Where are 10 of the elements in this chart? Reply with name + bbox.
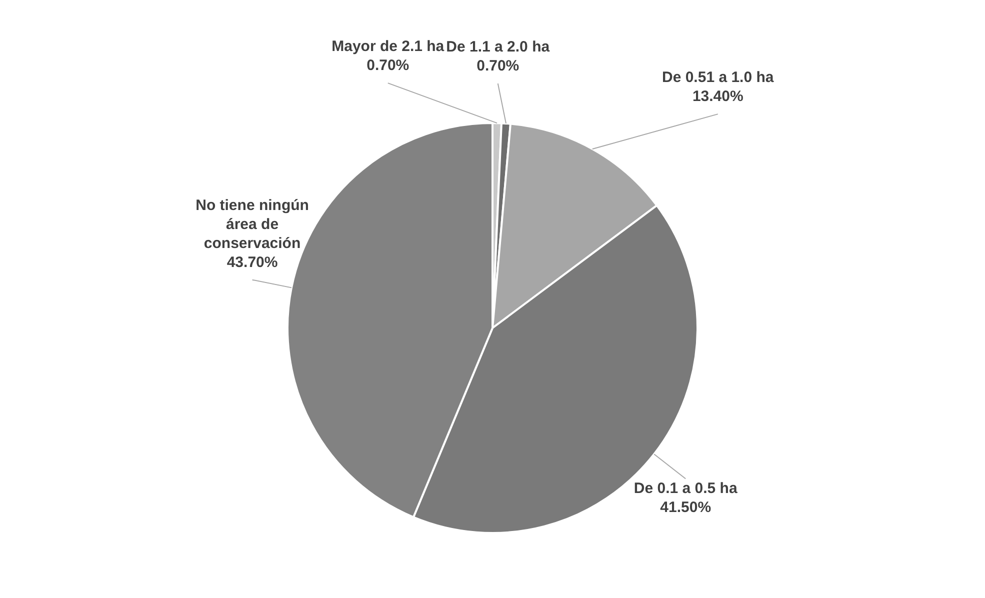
slice-label: De 0.1 a 0.5 ha xyxy=(634,480,738,497)
slice-label: De 0.51 a 1.0 ha xyxy=(662,69,774,86)
slice-label: No tiene ningún área de conservación xyxy=(196,196,309,252)
data-label: 13.40% xyxy=(692,88,744,106)
data-label: 43.70% xyxy=(226,254,278,271)
data-label: 0.70% xyxy=(476,58,520,75)
slice-label: Mayor de 2.1 ha xyxy=(332,38,445,56)
data-label: 0.70% xyxy=(366,57,410,74)
data-label: 41.50% xyxy=(660,498,712,516)
slice-label: De 1.1 a 2.0 ha xyxy=(446,38,550,56)
